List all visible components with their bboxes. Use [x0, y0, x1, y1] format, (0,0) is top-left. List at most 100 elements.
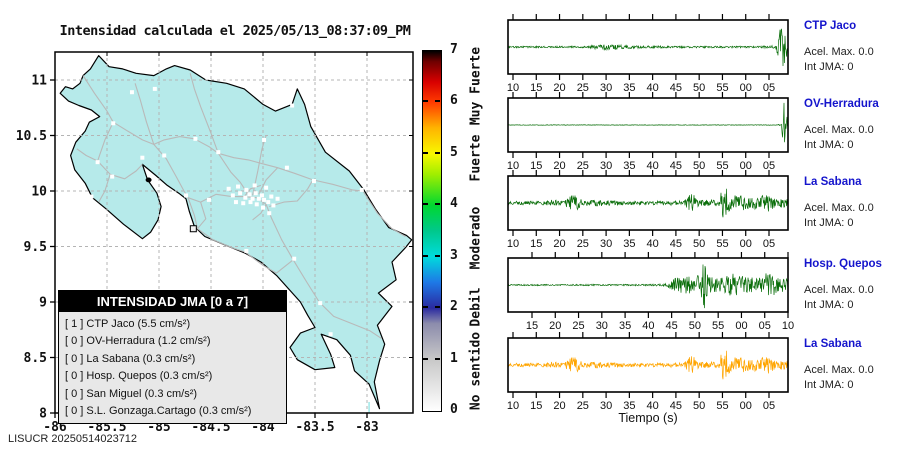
- legend-entry: [ 0 ] S.L. Gonzaga.Cartago (0.3 cm/s²): [65, 404, 252, 417]
- colorbar-tick: [435, 203, 440, 206]
- legend-body: [ 1 ] CTP Jaco (5.5 cm/s²) [ 0 ] OV-Herra…: [58, 312, 287, 425]
- panel-tick-label: 40: [647, 400, 659, 412]
- colorbar-tick-label: 4: [450, 196, 458, 212]
- road-line: [189, 73, 248, 194]
- road-line: [362, 190, 406, 237]
- colorbar-tick-label: 6: [450, 93, 458, 109]
- colorbar-category-label: No sentido: [468, 332, 484, 411]
- accel-max-label: Acel. Max. 0.0: [804, 284, 874, 296]
- road-line: [76, 148, 98, 162]
- road-line: [252, 135, 267, 196]
- panel-frame: [507, 257, 789, 313]
- road-line: [269, 179, 314, 208]
- legend-entry: [ 0 ] San Miguel (0.3 cm/s²): [65, 387, 198, 400]
- station-marker: [290, 103, 295, 108]
- panel-tick-label: 25: [577, 82, 589, 94]
- page-title: Intensidad calculada el 2025/05/13_08:37…: [59, 23, 411, 39]
- y-axis-label: 11: [31, 74, 47, 89]
- panel-tick-label: 15: [530, 238, 542, 250]
- panel-tick-label: 55: [716, 160, 728, 172]
- panel-tick-label: 10: [782, 320, 794, 332]
- station-marker: [266, 200, 271, 205]
- station-marker: [110, 174, 115, 179]
- y-axis-label: 10.5: [16, 129, 47, 144]
- colorbar-tick-label: 5: [450, 144, 458, 160]
- x-axis-label: -83: [355, 420, 378, 435]
- panel-tick-label: 35: [623, 238, 635, 250]
- panel-tick-label: 00: [740, 160, 752, 172]
- panel-tick-label: 00: [740, 400, 752, 412]
- colorbar-tick: [435, 151, 440, 154]
- panel-frame: [507, 19, 789, 75]
- island-dot: [145, 177, 152, 183]
- station-marker: [193, 136, 198, 141]
- panel-tick-label: 35: [619, 320, 631, 332]
- station-marker: [152, 86, 157, 91]
- station-name-label: La Sabana: [804, 338, 862, 350]
- colorbar-tick: [423, 151, 428, 154]
- station-marker: [129, 90, 134, 95]
- waveform-panel-1: 10 15 20 25 30 35 40 45 50 55 00 05 CTP Jaco Acel. Ma…: [507, 14, 874, 94]
- panel-tick-label: 45: [670, 238, 682, 250]
- station-marker: [262, 197, 267, 202]
- accel-max-label: Acel. Max. 0.0: [804, 124, 874, 136]
- accel-max-label: Acel. Max. 0.0: [804, 364, 874, 376]
- road-line: [134, 83, 155, 145]
- colorbar-tick: [423, 306, 428, 309]
- road-line: [187, 197, 294, 274]
- station-marker: [359, 187, 364, 192]
- colorbar-tick: [435, 357, 440, 360]
- int-jma-label: Int JMA: 0: [804, 61, 854, 73]
- station-marker: [247, 192, 252, 197]
- station-marker: [250, 196, 255, 201]
- station-marker: [241, 201, 246, 206]
- panel-tick-label: 40: [647, 82, 659, 94]
- legend-entry: [ 1 ] CTP Jaco (5.5 cm/s²): [65, 318, 191, 330]
- y-axis-label: 10: [31, 185, 47, 200]
- road-line: [98, 174, 111, 203]
- colorbar-category-label: Moderado: [468, 206, 484, 270]
- colorbar-tick: [435, 254, 440, 257]
- waveform-panel-3: 10 15 20 25 30 35 40 45 50 55 00 05 La Sabana Acel. M…: [507, 170, 874, 250]
- legend-entry: [ 0 ] Hosp. Quepos (0.3 cm/s²): [65, 370, 213, 383]
- panel-tick-label: 35: [623, 400, 635, 412]
- colorbar-tick-label: 1: [450, 350, 458, 366]
- panel-tick-label: 45: [670, 160, 682, 172]
- station-marker: [225, 78, 230, 82]
- station-marker: [267, 211, 272, 216]
- station-marker: [233, 200, 238, 205]
- panel-tick-label: 50: [693, 160, 705, 172]
- station-name-label: CTP Jaco: [804, 20, 856, 32]
- station-marker: [236, 184, 241, 189]
- int-jma-label: Int JMA: 0: [804, 379, 854, 391]
- station-name-label: Hosp. Quepos: [804, 258, 882, 270]
- station-marker: [184, 193, 189, 198]
- colorbar-category-label: Fuerte: [468, 134, 484, 182]
- panel-tick-label: 50: [693, 400, 705, 412]
- road-line: [197, 201, 207, 230]
- station-marker: [271, 203, 276, 208]
- accel-max-label: Acel. Max. 0.0: [804, 202, 874, 214]
- panel-tick-label: 55: [716, 400, 728, 412]
- station-marker: [275, 196, 280, 201]
- station-name-label: OV-Herradura: [804, 98, 879, 110]
- panel-tick-label: 20: [553, 82, 565, 94]
- colorbar-tick: [423, 357, 428, 360]
- colorbar-tick-label: 0: [450, 402, 458, 417]
- active-station-marker: [189, 225, 197, 233]
- colorbar-tick: [423, 203, 428, 206]
- panel-tick-label: 10: [507, 160, 519, 172]
- panel-tick-label: 30: [600, 400, 612, 412]
- station-marker: [264, 185, 269, 190]
- colorbar-tick-label: 7: [450, 42, 458, 57]
- waveform-panel-2: 10 15 20 25 30 35 40 45 50 55 00 05 OV-Herradura Acel…: [507, 92, 879, 172]
- panel-frame: [507, 97, 789, 153]
- panel-tick-label: 30: [600, 238, 612, 250]
- station-marker: [248, 200, 253, 205]
- time-axis-label: Tiempo (s): [618, 411, 678, 425]
- panel-tick-label: 20: [553, 400, 565, 412]
- panel-tick-label: 25: [577, 160, 589, 172]
- seismogram-trace: [507, 188, 789, 218]
- station-marker: [284, 165, 289, 170]
- panel-tick-label: 15: [530, 400, 542, 412]
